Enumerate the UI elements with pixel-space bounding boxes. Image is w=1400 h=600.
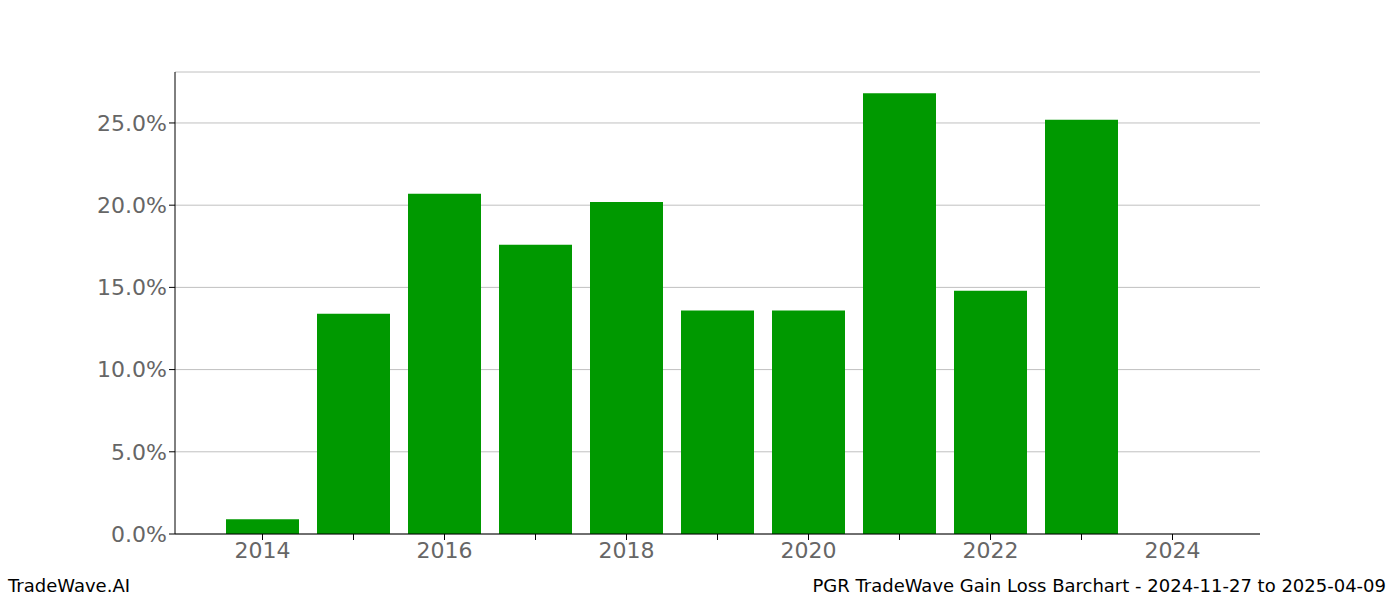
html-text:PGR TradeWave Gain Loss Barcha: PGR TradeWave Gain Loss Barchart - 2024-…: [812, 575, 1386, 596]
svg-text:2016: 2016: [417, 538, 473, 563]
svg-text:20.0%: 20.0%: [97, 193, 167, 218]
svg-text:2020: 2020: [781, 538, 837, 563]
svg-text:2014: 2014: [235, 538, 291, 563]
svg-text:2024: 2024: [1145, 538, 1201, 563]
svg-text:0.0%: 0.0%: [111, 522, 167, 547]
svg-text:5.0%: 5.0%: [111, 440, 167, 465]
svg-text:10.0%: 10.0%: [97, 357, 167, 382]
svg-text:25.0%: 25.0%: [97, 111, 167, 136]
svg-text:15.0%: 15.0%: [97, 275, 167, 300]
svg-text:2018: 2018: [599, 538, 655, 563]
svg-text:2022: 2022: [963, 538, 1019, 563]
html-text:TradeWave.AI: TradeWave.AI: [8, 575, 130, 596]
